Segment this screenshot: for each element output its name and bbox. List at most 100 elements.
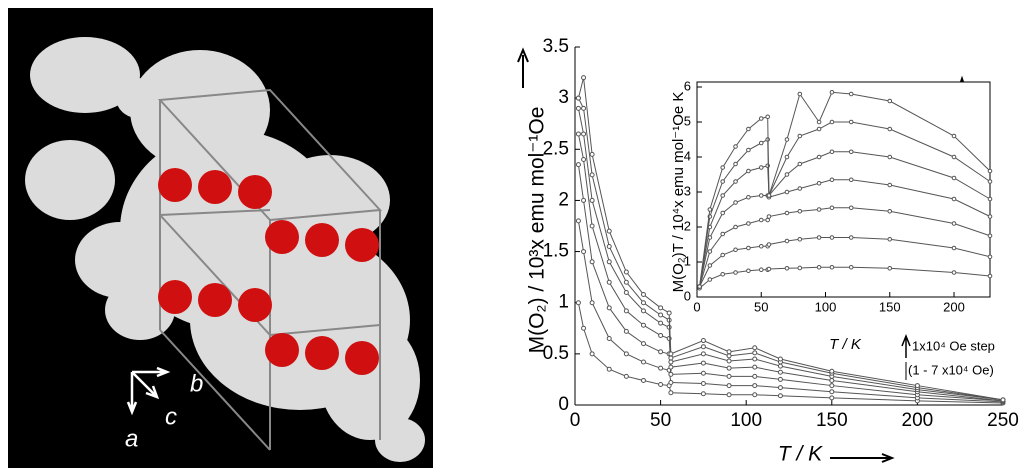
data-point [727,366,731,370]
data-point [830,206,834,210]
data-point [701,352,705,356]
data-point [849,236,853,240]
data-point [988,180,992,184]
data-point [747,269,751,273]
data-point [778,377,782,381]
data-point [734,271,738,275]
data-point [753,346,757,350]
data-point [778,370,782,374]
data-point [753,393,757,397]
data-point [759,218,763,222]
x-tick-label: 150 [816,410,848,431]
data-point [659,333,663,337]
data-point [607,280,611,284]
data-point [952,197,956,201]
data-point [624,352,628,356]
data-point [785,190,789,194]
data-point [721,253,725,257]
data-point [849,265,853,269]
data-point [785,155,789,159]
data-point [747,148,751,152]
figure: a b c 05010015020025000.511.522.533.5T /… [0,0,1025,468]
data-point [888,155,892,159]
data-point [659,306,663,310]
data-point [576,163,580,167]
data-point [701,392,705,396]
data-point [849,178,853,182]
data-point [849,92,853,96]
annotation: (1 - 7 x10⁴ Oe) [908,362,994,377]
data-point [888,209,892,213]
axis-label: b [190,370,203,397]
data-point [759,194,763,198]
data-point [830,178,834,182]
data-point [590,224,594,228]
data-point [669,391,673,395]
data-point [747,195,751,199]
y-tick-label: 6 [684,78,691,93]
data-point [798,237,802,241]
data-point [988,274,992,278]
data-point [785,173,789,177]
data-point [721,232,725,236]
data-point [708,264,712,268]
data-point [988,197,992,201]
x-tick-label: 200 [902,410,934,431]
data-point [830,120,834,124]
step-arrow [902,336,910,358]
data-point [888,267,892,271]
data-point [698,285,702,289]
data-point [624,270,628,274]
data-point [759,244,763,248]
data-point [830,390,834,394]
data-point [952,271,956,275]
data-point [659,350,663,354]
data-point [798,162,802,166]
x-tick-label: 100 [730,410,762,431]
data-point [701,371,705,375]
x-tick-label: 0 [570,410,581,431]
data-point [721,272,725,276]
data-point [798,266,802,270]
data-point [753,357,757,361]
data-point [582,76,586,80]
data-point [778,386,782,390]
x-tick-label: 100 [815,299,837,314]
data-point [576,106,580,110]
data-point [624,309,628,313]
data-point [576,219,580,223]
data-point [659,366,663,370]
data-point [952,222,956,226]
data-point [659,313,663,317]
data-point [590,352,594,356]
data-point [590,152,594,156]
data-point [830,369,834,373]
data-point [641,360,645,364]
data-point [915,384,919,388]
data-point [701,339,705,343]
data-point [817,265,821,269]
axis-label: c [165,403,177,430]
data-point [669,372,673,376]
data-point [576,96,580,100]
data-point [778,394,782,398]
data-point [721,180,725,184]
page: a b c 05010015020025000.511.522.533.5T /… [0,0,1025,468]
data-point [830,378,834,382]
data-point [830,265,834,269]
data-point [785,138,789,142]
data-point [708,250,712,254]
data-point [590,260,594,264]
data-point [747,169,751,173]
data-point [753,365,757,369]
data-point [669,380,673,384]
data-point [582,326,586,330]
data-point [888,99,892,103]
annotation: 1x10⁴ Oe step [912,338,995,353]
data-point [830,150,834,154]
x-arrow [830,454,892,462]
data-point [753,374,757,378]
data-point [817,127,821,131]
data-point [641,378,645,382]
data-point [849,150,853,154]
